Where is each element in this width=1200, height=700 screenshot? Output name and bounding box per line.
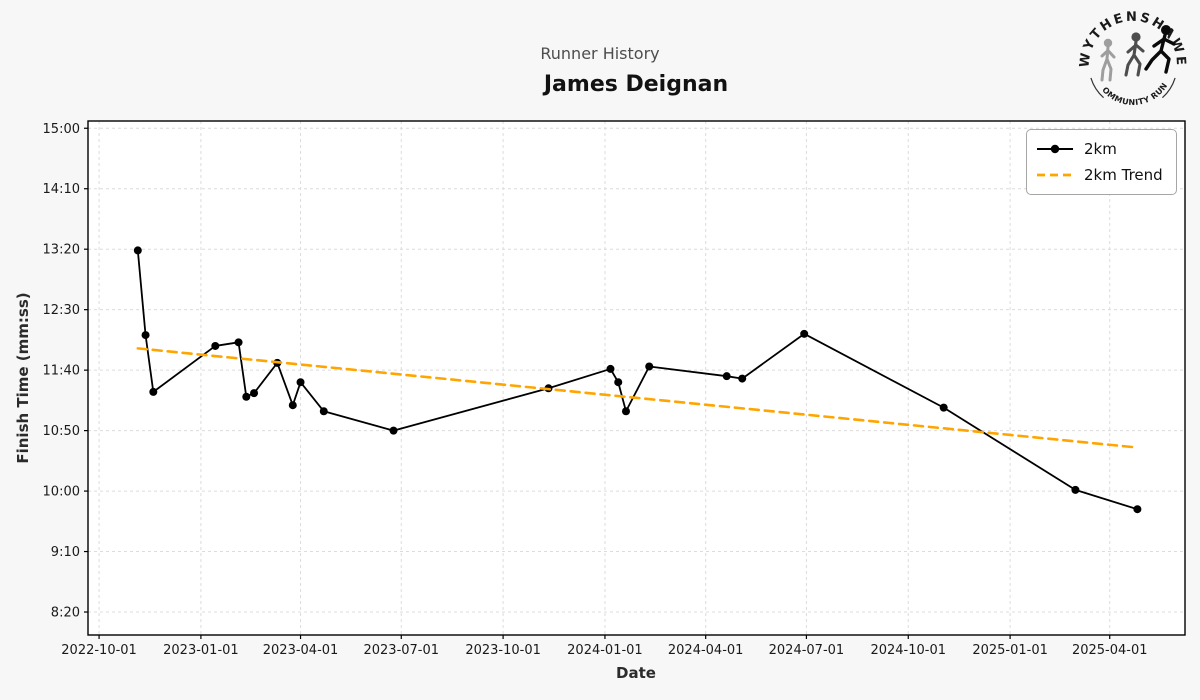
data-point bbox=[738, 374, 747, 383]
y-axis-label: Finish Time (mm:ss) bbox=[14, 292, 32, 464]
legend-swatch-dashed-line bbox=[1037, 173, 1073, 177]
legend-item-2km: 2km bbox=[1036, 137, 1168, 161]
x-tick-label: 2023-01-01 bbox=[163, 643, 239, 658]
legend-item-2km-trend: 2km Trend bbox=[1036, 163, 1168, 187]
x-tick-label: 2022-10-01 bbox=[61, 643, 137, 658]
wythenshawe-logo: WYTHENSHAWE COMMUNITY RUN bbox=[1077, 10, 1185, 107]
data-point bbox=[319, 407, 328, 416]
x-tick-label: 2025-04-01 bbox=[1072, 643, 1148, 658]
legend: 2km 2km Trend bbox=[1026, 129, 1177, 195]
plot-spines bbox=[87, 120, 1186, 636]
runner-sprinting-icon bbox=[1144, 25, 1176, 74]
data-point bbox=[1071, 485, 1080, 494]
data-point bbox=[250, 389, 259, 398]
data-point bbox=[800, 329, 809, 338]
data-point bbox=[288, 401, 297, 410]
data-point bbox=[149, 387, 158, 396]
legend-label-2km: 2km bbox=[1084, 140, 1117, 158]
data-point bbox=[389, 426, 398, 435]
logo-ring-arcs bbox=[1090, 77, 1176, 99]
x-tick-label: 2023-04-01 bbox=[263, 643, 339, 658]
runner-jogging-icon bbox=[1124, 32, 1145, 77]
legend-label-2km-trend: 2km Trend bbox=[1084, 166, 1163, 184]
data-point bbox=[141, 331, 150, 340]
data-point bbox=[606, 364, 615, 373]
x-tick-label: 2023-10-01 bbox=[465, 643, 541, 658]
x-tick-label: 2024-01-01 bbox=[567, 643, 643, 658]
runner-walking-icon bbox=[1100, 38, 1116, 82]
y-tick-label: 13:20 bbox=[43, 243, 80, 258]
data-point bbox=[621, 407, 630, 416]
data-point bbox=[133, 246, 142, 255]
x-tick-label: 2024-04-01 bbox=[668, 643, 744, 658]
data-point bbox=[211, 341, 220, 350]
chart-suptitle: Runner History bbox=[540, 44, 660, 63]
x-tick-label: 2024-07-01 bbox=[769, 643, 845, 658]
plot-area bbox=[88, 121, 1185, 635]
x-tick-label: 2025-01-01 bbox=[972, 643, 1048, 658]
y-tick-label: 14:10 bbox=[43, 182, 80, 197]
data-point bbox=[645, 362, 654, 371]
page-title: James Deignan bbox=[543, 72, 729, 97]
y-tick-label: 15:00 bbox=[43, 122, 80, 137]
y-tick-label: 12:30 bbox=[43, 303, 80, 318]
data-point bbox=[234, 338, 243, 347]
x-tick-label: 2023-07-01 bbox=[363, 643, 439, 658]
data-point bbox=[1133, 505, 1142, 514]
series-2km-trend-line bbox=[136, 347, 1139, 449]
data-point bbox=[614, 378, 623, 387]
data-point bbox=[939, 403, 948, 412]
data-point bbox=[296, 378, 305, 387]
data-point bbox=[242, 392, 251, 401]
data-point bbox=[722, 372, 731, 381]
x-tick-label: 2024-10-01 bbox=[870, 643, 946, 658]
y-tick-label: 9:10 bbox=[51, 545, 80, 560]
x-axis-label: Date bbox=[616, 664, 656, 682]
y-tick-label: 10:00 bbox=[43, 485, 80, 500]
y-tick-label: 11:40 bbox=[43, 364, 80, 379]
y-tick-label: 8:20 bbox=[51, 606, 80, 621]
legend-swatch-line-marker bbox=[1037, 144, 1073, 154]
y-tick-label: 10:50 bbox=[43, 424, 80, 439]
